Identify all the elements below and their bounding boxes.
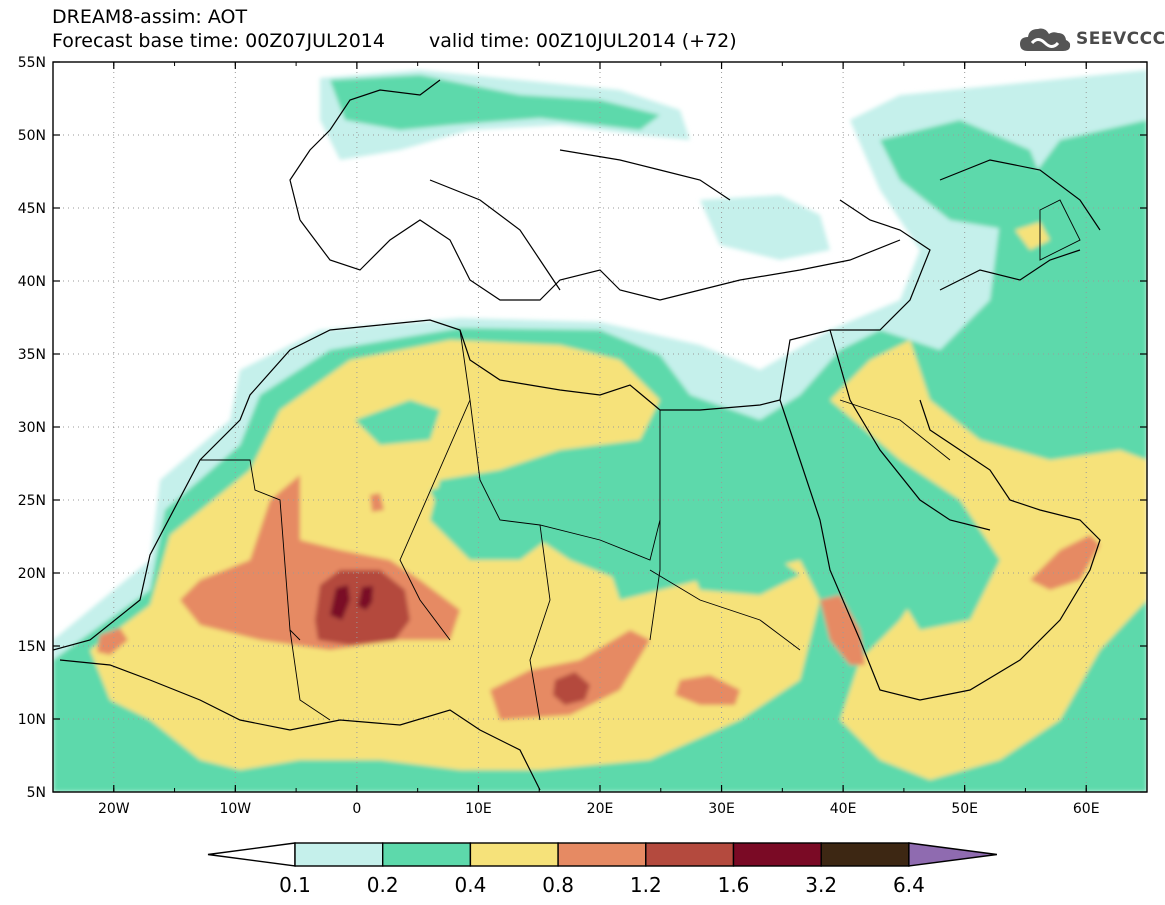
logo-text: SEEVCCC [1076, 29, 1165, 49]
lon-label: 40E [830, 801, 857, 817]
colorbar-label: 6.4 [893, 873, 925, 897]
colorbar-label: 0.1 [279, 873, 311, 897]
lon-labels: 20W 10W 0 10E 20E 30E 40E 50E 60E [98, 801, 1100, 817]
coastlines [53, 79, 1101, 791]
lon-label: 20E [587, 801, 614, 817]
colorbar-label: 1.2 [630, 873, 662, 897]
colorbar-label: 0.4 [454, 873, 486, 897]
colorbar-label: 0.2 [367, 873, 399, 897]
lon-label: 10E [465, 801, 492, 817]
lat-label: 15N [18, 639, 46, 655]
colorbar-labels: 0.1 0.2 0.4 0.8 1.2 1.6 3.2 6.4 [279, 873, 925, 897]
lat-label: 5N [27, 785, 46, 801]
colorbar-segment [557, 842, 647, 867]
colorbar-segment [294, 842, 384, 867]
colorbar-label: 3.2 [805, 873, 837, 897]
colorbar [207, 842, 997, 867]
title-line-2: Forecast base time: 00Z07JUL2014 valid ti… [52, 30, 737, 52]
colorbar-segment [645, 842, 735, 867]
valid-time: valid time: 00Z10JUL2014 (+72) [428, 30, 737, 52]
colorbar-label: 1.6 [718, 873, 750, 897]
lon-label: 0 [352, 801, 361, 817]
seevccc-logo: SEEVCCC [1018, 22, 1165, 56]
lon-label: 60E [1073, 801, 1100, 817]
lat-label: 30N [18, 420, 46, 436]
lat-label: 40N [18, 274, 46, 290]
lat-label: 20N [18, 566, 46, 582]
colorbar-segment [382, 842, 472, 867]
colorbar-high-arrow [908, 842, 997, 867]
colorbar-segment [820, 842, 910, 867]
cloud-icon [1020, 28, 1071, 51]
axis-ticks [52, 61, 1148, 793]
lon-label: 20W [98, 801, 130, 817]
colorbar-low-arrow [207, 842, 296, 867]
colorbar-segment [732, 842, 822, 867]
lat-label: 55N [18, 55, 46, 71]
lat-label: 25N [18, 493, 46, 509]
country-borders [200, 199, 1081, 721]
base-time: Forecast base time: 00Z07JUL2014 [52, 30, 385, 52]
lat-label: 35N [18, 347, 46, 363]
lon-label: 30E [708, 801, 735, 817]
map-grid [53, 62, 1147, 792]
title-line-1: DREAM8-assim: AOT [52, 6, 248, 28]
colorbar-segment [469, 842, 559, 867]
lon-label: 50E [951, 801, 978, 817]
lat-label: 10N [18, 712, 46, 728]
lat-label: 45N [18, 201, 46, 217]
lat-label: 50N [18, 128, 46, 144]
colorbar-label: 0.8 [542, 873, 574, 897]
lat-labels: 55N 50N 45N 40N 35N 30N 25N 20N 15N 10N 5N [18, 55, 46, 801]
lon-label: 10W [219, 801, 251, 817]
